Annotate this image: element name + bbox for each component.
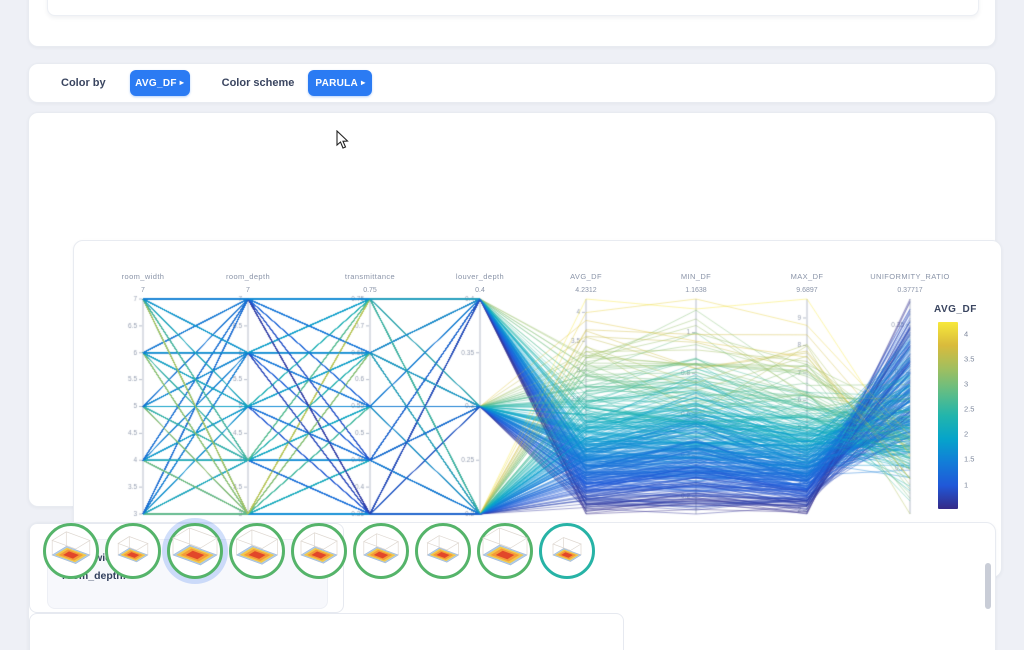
room-heatmap-icon <box>172 528 218 566</box>
room-heatmap-icon <box>117 536 149 563</box>
legend-title: AVG_DF <box>934 304 977 315</box>
room-heatmap-icon <box>51 531 91 564</box>
result-thumbnail[interactable] <box>539 523 595 579</box>
color-by-value: AVG_DF <box>135 77 177 89</box>
chart-card: room_width73room_depth73transmittance0.7… <box>28 112 1003 579</box>
chevron-right-icon: ▸ <box>361 78 366 87</box>
room-heatmap-icon <box>235 529 279 565</box>
result-thumbnail[interactable] <box>167 523 223 579</box>
axis-value: 7 <box>141 287 145 294</box>
result-thumbnail[interactable] <box>229 523 285 579</box>
result-thumbnail[interactable] <box>477 523 533 579</box>
axis-title: AVG_DF <box>570 272 602 281</box>
axis-title: MAX_DF <box>790 272 824 281</box>
axis-value: 0.37717 <box>897 287 923 294</box>
room-heatmap-icon <box>552 537 582 562</box>
scrollbar-thumb[interactable] <box>985 563 991 609</box>
axis-title: UNIFORMITY_RATIO <box>870 272 950 281</box>
axis-title: room_width <box>121 272 165 281</box>
chevron-right-icon: ▸ <box>179 78 185 87</box>
color-scheme-dropdown[interactable]: PARULA ▸ <box>308 70 373 96</box>
axis-value: 0.75 <box>363 287 377 294</box>
thumbnail-strip <box>29 523 991 650</box>
colorbar <box>938 322 958 509</box>
legend-tick-label: 1.5 <box>964 454 975 464</box>
legend-tick-label: 4 <box>964 329 969 339</box>
legend-tick-label: 1 <box>964 480 969 490</box>
results-card: Sort by AVG_DF ▸ room_width:7room_depth:… <box>28 522 996 650</box>
result-thumbnail[interactable] <box>291 523 347 579</box>
result-thumbnail[interactable] <box>43 523 99 579</box>
color-scheme-label: Color scheme <box>221 77 295 89</box>
result-thumbnail[interactable] <box>353 523 409 579</box>
axis-title: MIN_DF <box>680 272 712 281</box>
color-scheme-value: PARULA <box>315 77 359 89</box>
color-controls-bar: Color by AVG_DF ▸ Color scheme PARULA ▸ <box>28 63 996 103</box>
legend-tick-label: 3 <box>964 379 969 389</box>
legend-tick-label: 2.5 <box>964 404 975 414</box>
legend-tick-label: 3.5 <box>964 354 975 364</box>
result-thumbnail[interactable] <box>105 523 161 579</box>
axis-value: 7 <box>246 287 250 294</box>
room-heatmap-icon <box>482 528 528 566</box>
legend-tick-label: 2 <box>964 429 969 439</box>
axis-value: 1.1638 <box>685 287 707 294</box>
top-card <box>28 0 996 47</box>
room-heatmap-icon <box>300 532 338 564</box>
axis-title: room_depth <box>225 272 271 281</box>
axis-value: 4.2312 <box>575 287 597 294</box>
result-thumbnail[interactable] <box>415 523 471 579</box>
axis-value: 0.4 <box>475 287 485 294</box>
color-by-dropdown[interactable]: AVG_DF ▸ <box>129 70 190 96</box>
mouse-cursor-icon <box>336 130 349 149</box>
axis-title: transmittance <box>344 272 396 281</box>
axis-title: louver_depth <box>455 272 505 281</box>
room-heatmap-icon <box>426 535 460 563</box>
room-heatmap-icon <box>363 533 399 564</box>
top-inner-card <box>47 0 979 16</box>
axis-value: 9.6897 <box>796 287 818 294</box>
color-by-label: Color by <box>61 77 106 89</box>
